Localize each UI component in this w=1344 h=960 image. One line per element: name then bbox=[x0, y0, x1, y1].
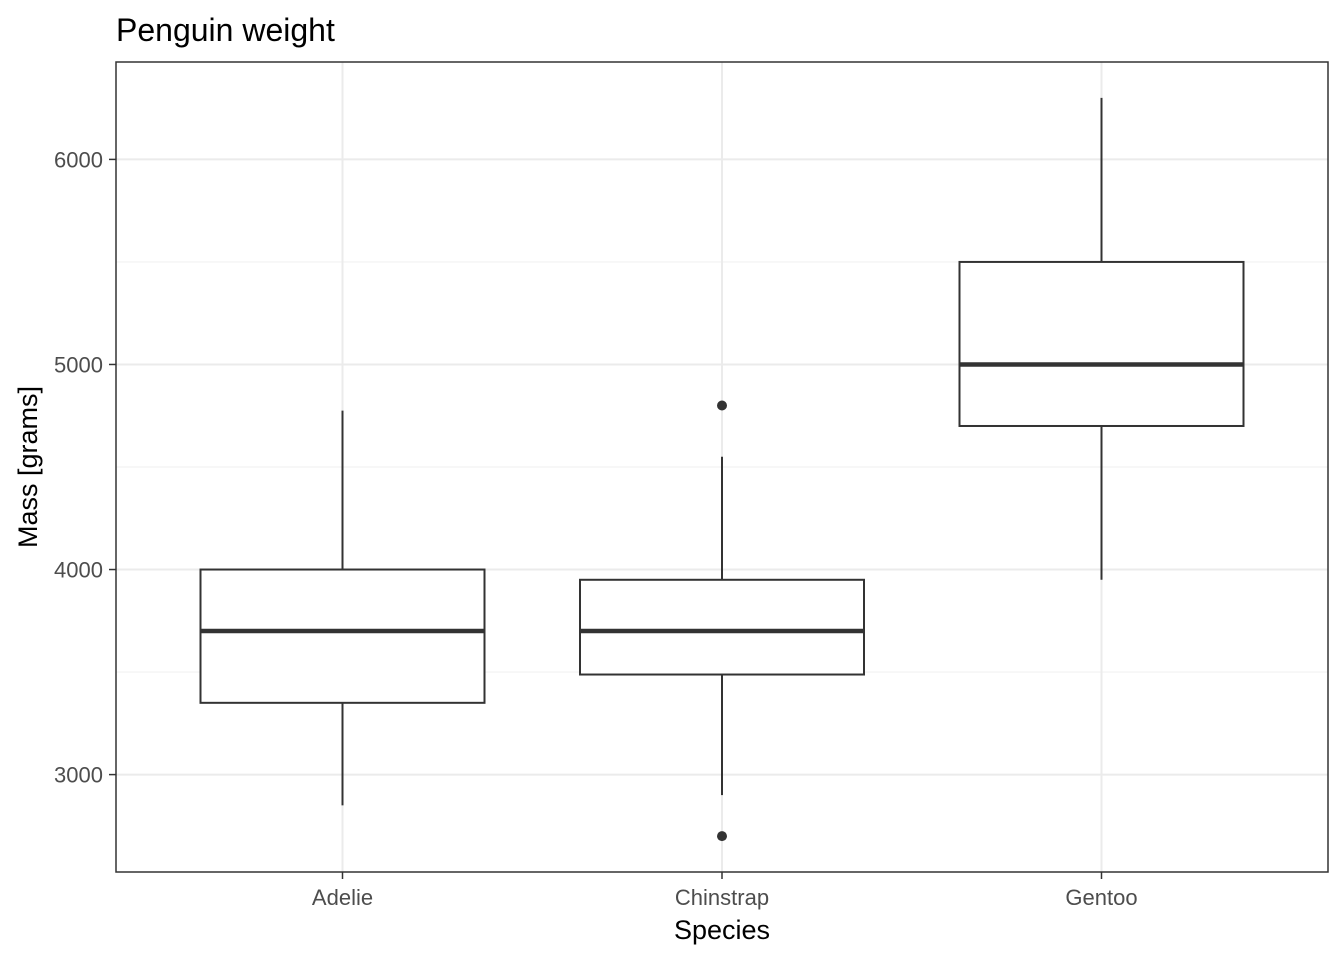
y-tick-label: 3000 bbox=[54, 763, 103, 788]
box-iqr bbox=[199, 568, 486, 704]
y-tick-label: 5000 bbox=[54, 352, 103, 377]
outlier-point bbox=[717, 400, 727, 411]
chart-title: Penguin weight bbox=[116, 12, 335, 48]
box-iqr bbox=[958, 260, 1245, 427]
boxplot-series bbox=[199, 97, 1245, 842]
x-axis-ticks: Adelie Chinstrap Gentoo bbox=[312, 872, 1138, 910]
x-tick-label: Chinstrap bbox=[675, 885, 769, 910]
outlier-point bbox=[717, 831, 727, 842]
x-axis-title: Species bbox=[674, 915, 770, 945]
box-gentoo bbox=[958, 97, 1245, 580]
x-tick-label: Adelie bbox=[312, 885, 373, 910]
y-axis-title: Mass [grams] bbox=[13, 386, 43, 548]
y-tick-label: 4000 bbox=[54, 558, 103, 583]
y-axis-ticks: 3000 4000 5000 6000 bbox=[54, 147, 116, 788]
box-iqr bbox=[579, 578, 865, 676]
box-adelie bbox=[199, 410, 486, 806]
box-chinstrap bbox=[579, 400, 865, 842]
x-tick-label: Gentoo bbox=[1065, 885, 1137, 910]
y-tick-label: 6000 bbox=[54, 147, 103, 172]
